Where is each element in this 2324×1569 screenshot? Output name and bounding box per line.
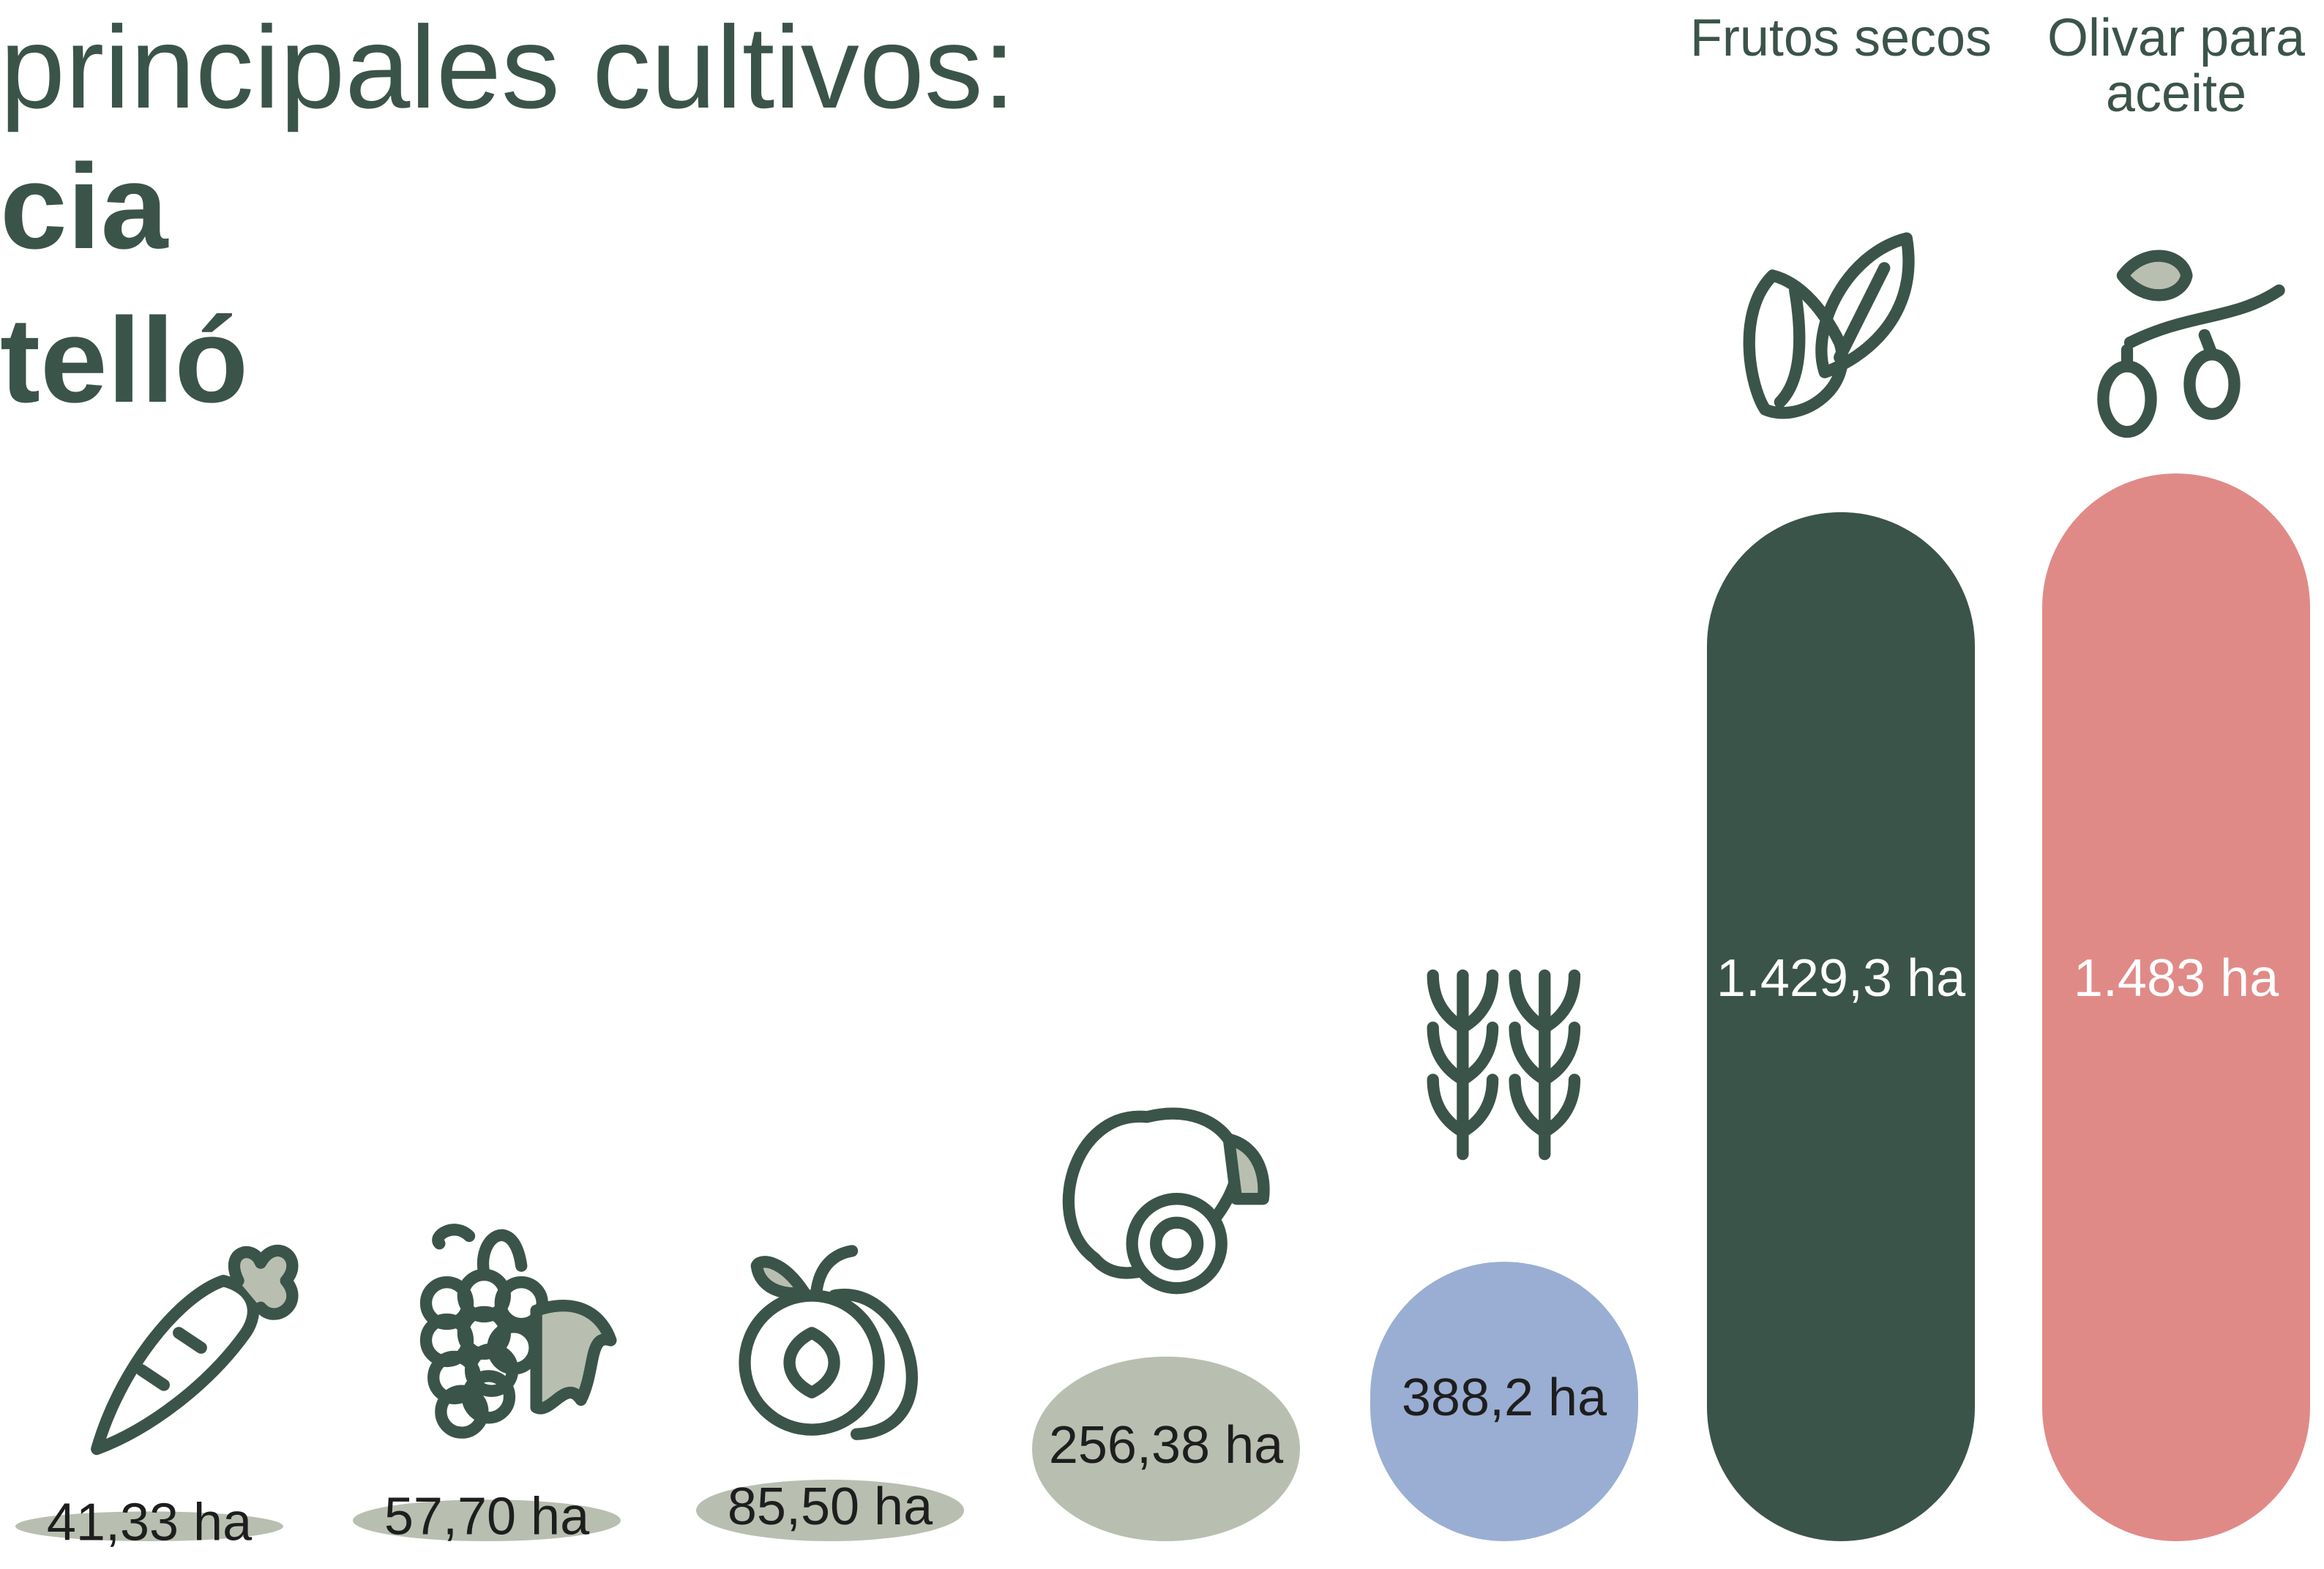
bar xyxy=(353,1499,621,1541)
bar xyxy=(1370,1262,1638,1541)
bar xyxy=(15,1511,283,1541)
value-label: 57,70 ha xyxy=(384,1488,590,1546)
bar xyxy=(1707,512,1975,1541)
value-label: 1.429,3 ha xyxy=(1716,949,1966,1008)
title: telló xyxy=(0,293,249,427)
icons xyxy=(91,232,2285,1456)
bar xyxy=(2042,473,2310,1541)
title: principales cultivos: xyxy=(0,1,1016,132)
olive-icon xyxy=(2097,250,2285,438)
bar xyxy=(1032,1356,1300,1541)
category-label: Frutos secos xyxy=(1689,9,1992,67)
value-label: 388,2 ha xyxy=(1402,1368,1607,1427)
title: cia xyxy=(0,139,168,274)
value-label: 1.483 ha xyxy=(2074,949,2279,1008)
value-label: 41,33 ha xyxy=(47,1494,253,1552)
value-label: 85,50 ha xyxy=(728,1478,933,1536)
carrot-icon xyxy=(91,1244,299,1456)
category-label: Olivar para aceite xyxy=(2047,9,2306,123)
value-label: 256,38 ha xyxy=(1049,1416,1284,1475)
lemon-icon xyxy=(1062,1107,1270,1295)
bar xyxy=(696,1479,964,1541)
almond-icon xyxy=(1743,232,1915,419)
grapes-icon xyxy=(419,1224,617,1439)
apple-icon xyxy=(739,1245,918,1440)
wheat-icon xyxy=(1427,969,1581,1161)
